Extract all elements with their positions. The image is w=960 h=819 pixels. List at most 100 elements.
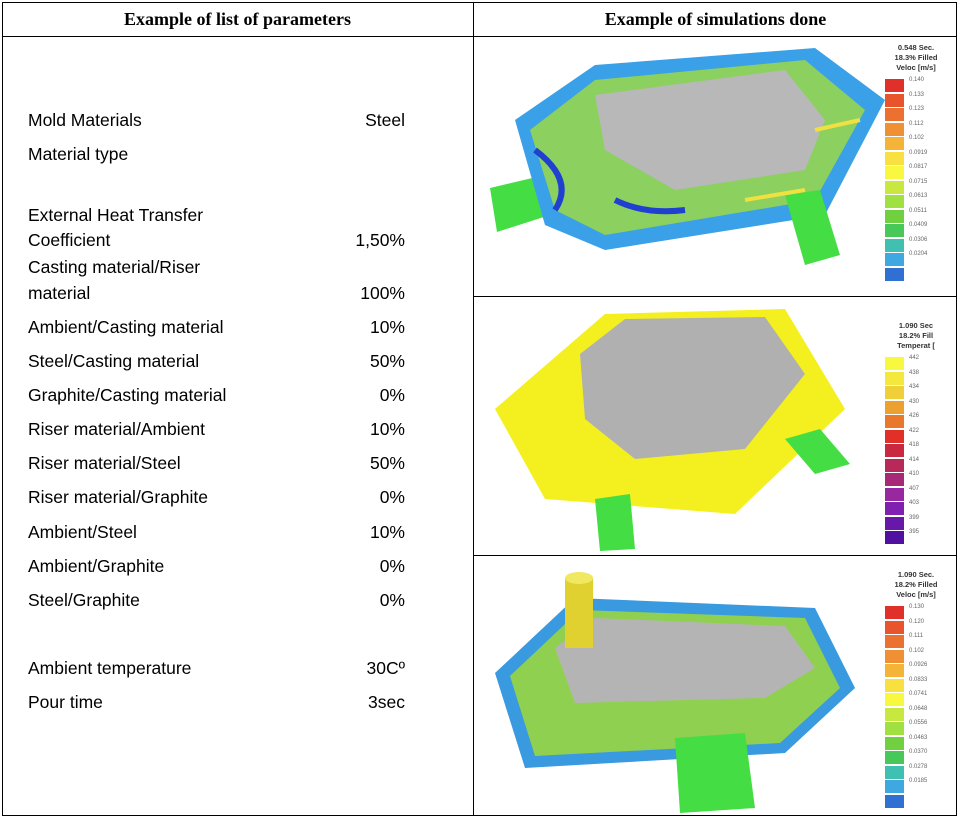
color-swatch <box>885 707 904 721</box>
color-swatch <box>885 415 904 428</box>
scale-tick: 0.0919 <box>909 149 928 156</box>
color-swatch <box>885 794 904 808</box>
color-swatch <box>885 108 904 121</box>
scale-tick: 0.0833 <box>909 676 928 683</box>
color-scale: 442 438 434 430 426 422 418 414 410 407 403 399 395 <box>885 355 947 552</box>
scale-tick: 0.0817 <box>909 164 928 170</box>
parameter-label: Ambient/Casting material <box>28 317 224 337</box>
scale-tick: 418 <box>909 442 920 448</box>
color-swatch <box>885 371 904 385</box>
legend-filled: 18.3% Filled <box>894 53 938 62</box>
color-swatch <box>885 635 904 648</box>
casting-render <box>495 309 850 551</box>
parameter-value: 30Cº <box>366 658 406 678</box>
scale-tick: 422 <box>909 427 920 434</box>
scale-tick: 426 <box>909 413 920 419</box>
scale-tick: 395 <box>909 529 920 535</box>
color-swatch <box>885 79 904 92</box>
legend-filled: 18.2% Fill <box>898 331 934 340</box>
header-simulations: Example of simulations done <box>604 9 827 29</box>
header-divider <box>2 36 957 37</box>
color-scale: 0.130 0.120 0.111 0.102 0.0926 0.0833 0.0741 0.… <box>885 604 947 808</box>
scale-tick: 414 <box>909 456 920 463</box>
color-swatch <box>885 765 904 779</box>
scale-tick: 430 <box>909 398 920 405</box>
color-scale: 0.140 0.133 0.123 0.112 0.102 0.0919 0.0817 0.0… <box>885 77 947 281</box>
color-swatch <box>885 357 904 370</box>
parameter-value: 50% <box>369 351 405 371</box>
color-swatch <box>885 253 904 266</box>
color-swatch <box>885 122 904 136</box>
parameter-value: 10% <box>369 522 405 542</box>
legend: 1.090 Sec 18.2% Fill Temperat [ 442 438 434 43… <box>885 321 947 552</box>
scale-tick: 0.0715 <box>909 178 928 185</box>
color-swatch <box>885 531 904 544</box>
color-swatch <box>885 224 904 237</box>
parameter-label: External Heat Transfer <box>28 205 204 225</box>
scale-tick: 403 <box>909 500 920 506</box>
scale-tick: 407 <box>909 485 920 492</box>
parameter-label: material <box>28 283 91 303</box>
legend-quantity: Temperat [ <box>897 341 935 350</box>
scale-tick: 0.0185 <box>909 778 928 784</box>
color-swatch <box>885 400 904 414</box>
parameter-label: Mold Materials <box>28 110 142 130</box>
color-swatch <box>885 606 904 619</box>
casting-render <box>490 48 885 265</box>
parameter-label: Riser material/Graphite <box>28 487 208 507</box>
legend-quantity: Veloc [m/s] <box>896 590 936 599</box>
scale-tick: 0.111 <box>909 633 924 639</box>
color-swatch <box>885 444 904 457</box>
scale-tick: 399 <box>909 514 920 521</box>
color-swatch <box>885 736 904 750</box>
simulation-image-velocity-1: 0.548 Sec. 18.3% Filled Veloc [m/s] 0.140 0.… <box>485 40 955 293</box>
parameter-value: Steel <box>365 110 405 130</box>
scale-tick: 0.0278 <box>909 763 928 770</box>
scale-tick: 434 <box>909 384 920 390</box>
color-swatch <box>885 649 904 663</box>
color-swatch <box>885 473 904 486</box>
simulation-image-velocity-2: 1.090 Sec. 18.2% Filled Veloc [m/s] 0.130 0.… <box>485 558 955 815</box>
legend-time: 1.090 Sec <box>898 321 934 330</box>
color-swatch <box>885 386 904 399</box>
parameter-label: Riser material/Steel <box>28 453 181 473</box>
scale-tick: 0.0409 <box>909 222 928 228</box>
color-swatch <box>885 722 904 735</box>
scale-tick: 0.0926 <box>909 662 928 668</box>
row-divider <box>473 555 957 556</box>
legend-time: 1.090 Sec. <box>897 570 935 579</box>
parameter-value: 100% <box>360 283 405 303</box>
scale-tick: 0.0204 <box>909 251 928 257</box>
parameter-value: 1,50% <box>355 230 405 250</box>
legend: 0.548 Sec. 18.3% Filled Veloc [m/s] 0.140 0.… <box>885 43 947 281</box>
parameter-label: Steel/Graphite <box>28 590 140 610</box>
scale-tick: 442 <box>909 355 920 361</box>
parameter-label: Casting material/Riser <box>28 257 201 277</box>
parameter-value: 0% <box>379 487 405 507</box>
scale-tick: 0.102 <box>909 647 925 654</box>
scale-tick: 0.0648 <box>909 705 928 712</box>
color-swatch <box>885 780 904 793</box>
color-swatch <box>885 620 904 634</box>
parameter-label: Pour time <box>28 692 103 712</box>
scale-tick: 438 <box>909 369 920 376</box>
color-swatch <box>885 693 904 706</box>
legend-filled: 18.2% Filled <box>894 580 938 589</box>
parameter-value: 0% <box>379 385 405 405</box>
scale-tick: 0.123 <box>909 106 925 112</box>
color-swatch <box>885 429 904 443</box>
scale-tick: 0.102 <box>909 135 925 141</box>
parameter-label: Ambient/Steel <box>28 522 137 542</box>
scale-tick: 0.0463 <box>909 734 928 741</box>
parameter-label: Coefficient <box>28 230 111 250</box>
parameter-value: 0% <box>379 590 405 610</box>
scale-tick: 0.0511 <box>909 207 927 214</box>
parameter-label: Ambient/Graphite <box>28 556 165 576</box>
parameter-value: 10% <box>369 317 405 337</box>
header-parameters: Example of list of parameters <box>124 9 351 29</box>
color-swatch <box>885 502 904 515</box>
scale-tick: 0.0741 <box>909 691 928 697</box>
color-swatch <box>885 166 904 179</box>
parameter-value: 0% <box>379 556 405 576</box>
